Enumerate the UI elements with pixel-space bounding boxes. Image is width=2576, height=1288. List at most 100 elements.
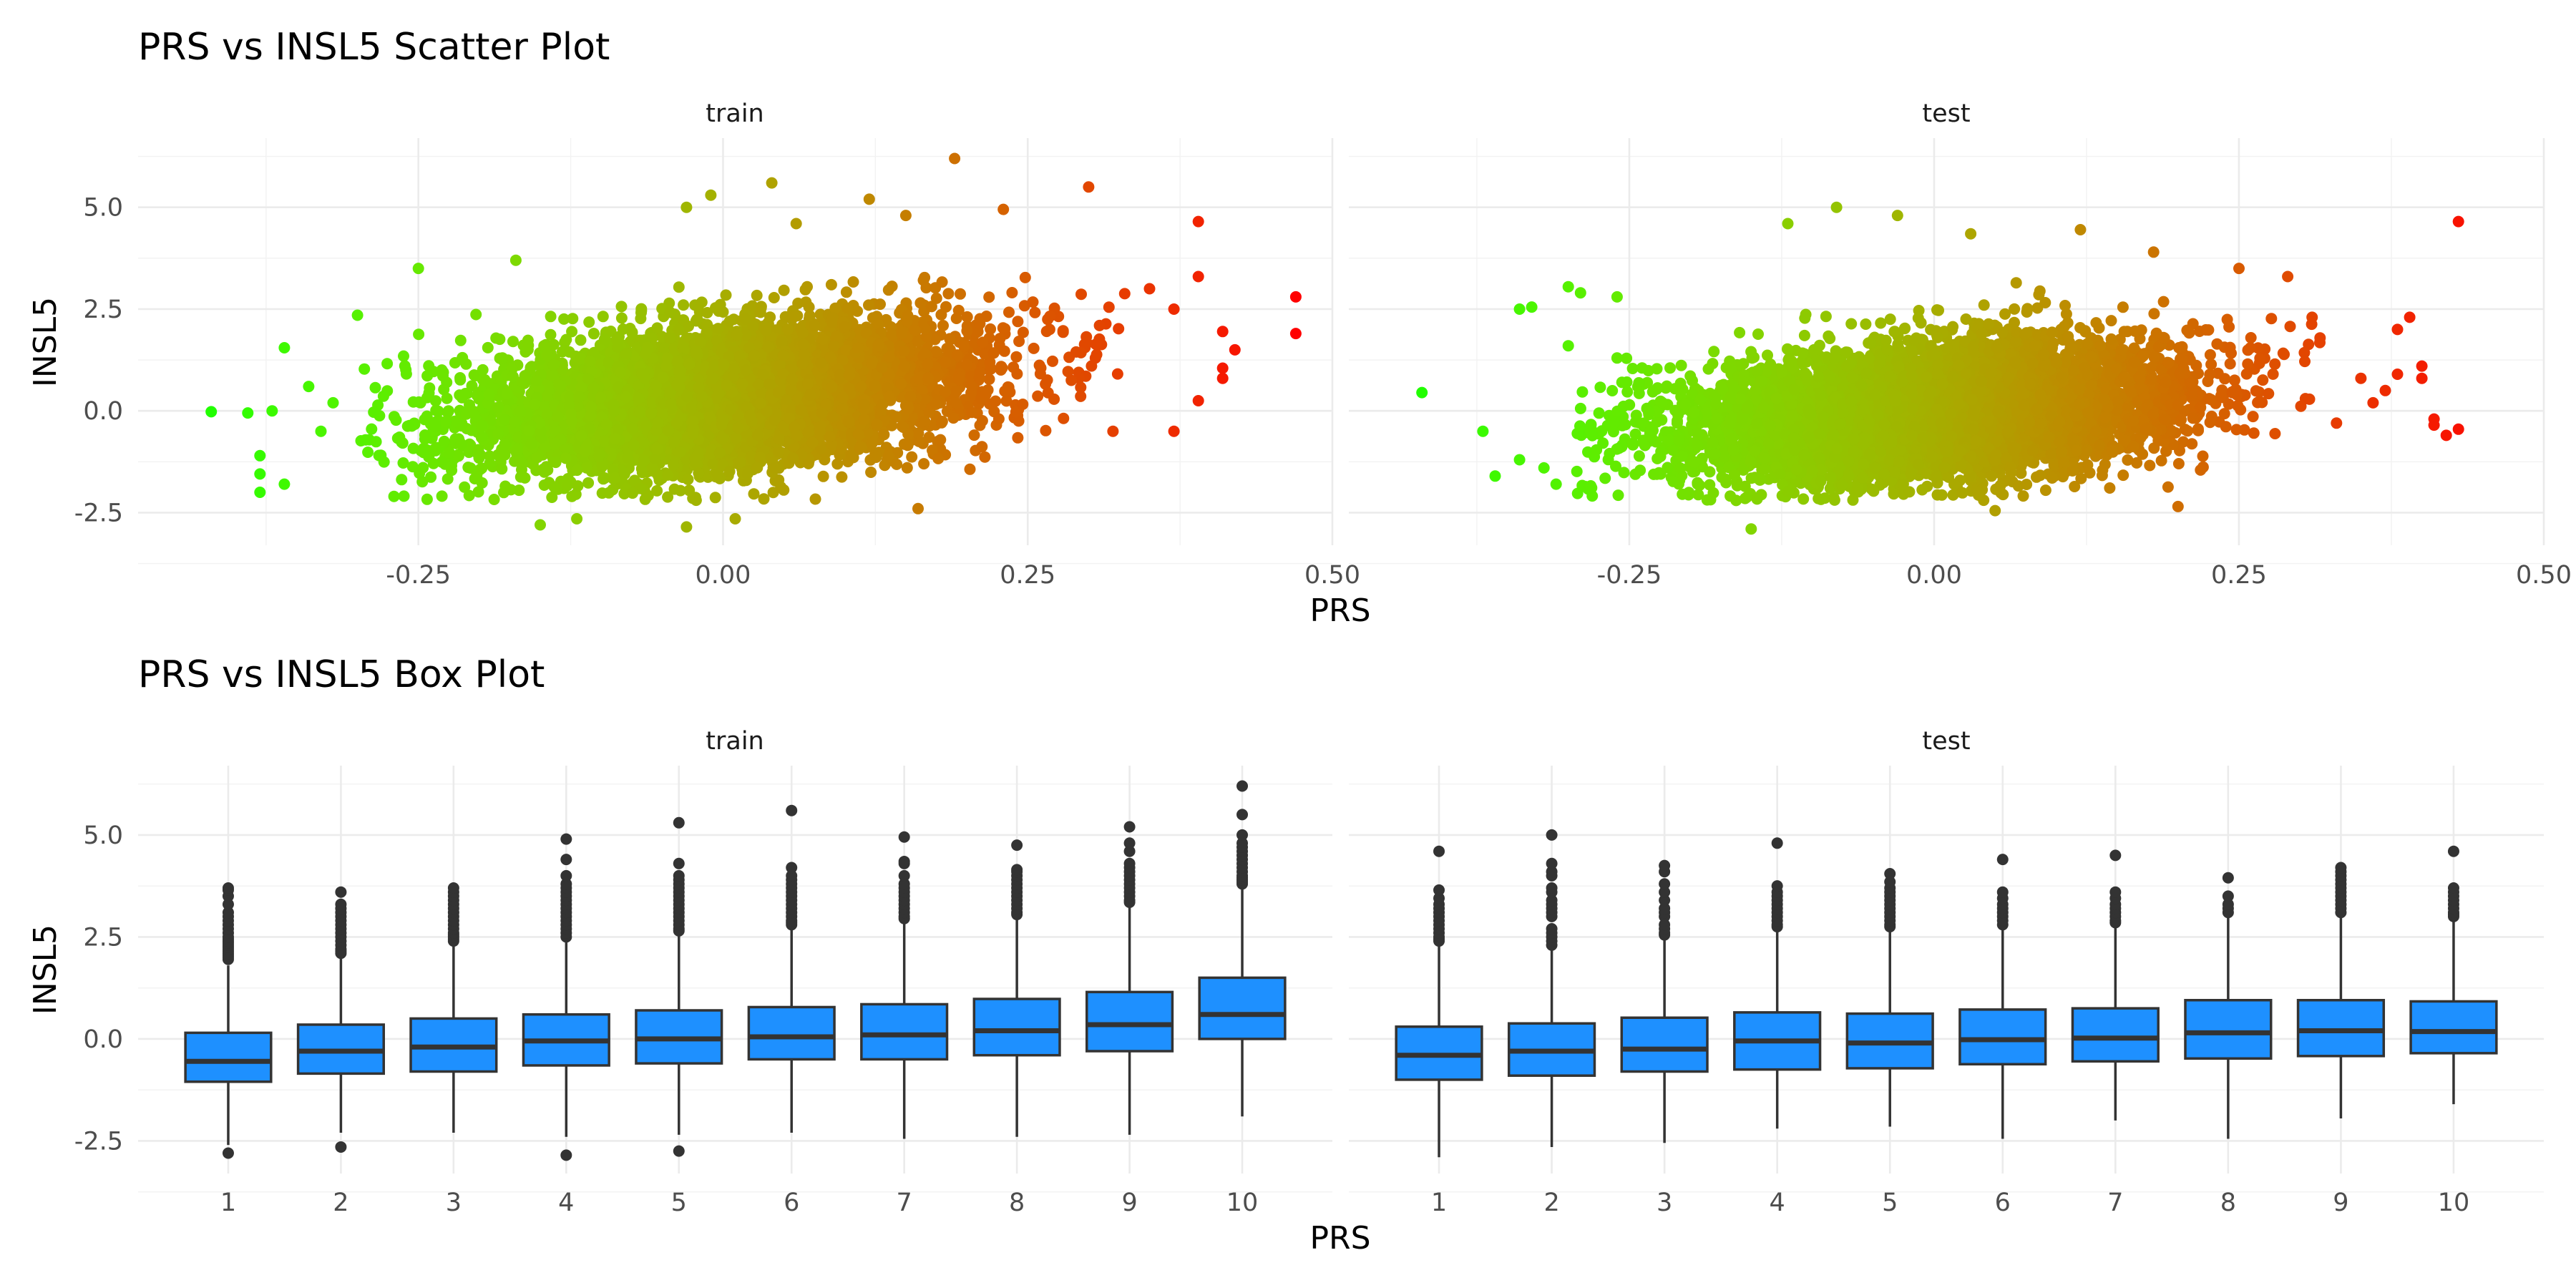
scatter-point [847,276,859,288]
scatter-point [490,332,502,344]
scatter-point [615,312,628,324]
scatter-point [582,477,595,489]
scatter-point [937,320,949,331]
scatter-point [587,328,600,340]
scatter-point [507,336,519,348]
scatter-point [1075,381,1087,394]
scatter-point [1044,311,1056,322]
scatter-strip-test: test [1922,99,1970,128]
scatter-point [531,452,543,464]
scatter-point [1006,287,1018,298]
scatter-point [436,490,448,502]
scatter-point [976,415,988,426]
scatter-title: PRS vs INSL5 Scatter Plot [138,26,610,69]
scatter-point [423,360,435,372]
scatter-point [906,451,918,463]
scatter-point [683,484,696,497]
scatter-point [1029,306,1041,318]
scatter-point [768,292,780,303]
scatter-point [979,451,991,463]
scatter-panel-train: -0.25 0.00 0.25 0.50-2.50.02.55.0 [74,138,1360,590]
scatter-point [488,494,500,505]
scatter-point [1057,325,1069,337]
scatter-point [831,458,844,470]
scatter-point [470,308,482,321]
scatter-point [712,323,724,335]
scatter-point [803,301,815,313]
scatter-point [1075,346,1087,358]
scatter-point [690,494,702,507]
scatter-point [1010,351,1023,363]
scatter-point [370,436,382,448]
scatter-point [863,299,874,311]
scatter-point [1000,395,1013,407]
scatter-point [1065,374,1078,386]
scatter-point [397,457,409,469]
scatter-point [961,311,973,323]
scatter-point [417,462,429,474]
scatter-point [840,286,852,298]
scatter-point [390,414,402,426]
scatter-point [940,301,952,313]
scatter-point [748,488,760,500]
scatter-point [1075,288,1087,301]
scatter-point [421,370,434,382]
scatter-point [1019,271,1031,283]
scatter-point [407,442,419,454]
scatter-point [514,471,527,483]
scatter-point [377,390,389,402]
scatter-point [983,374,995,385]
scatter-point [396,474,408,486]
scatter-point [522,339,535,351]
scatter-point [517,457,529,469]
scatter-point [597,473,610,485]
scatter-point [378,456,390,468]
scatter-point [615,301,628,313]
scatter-point [1093,319,1106,331]
scatter-point [1047,355,1058,367]
scatter-point [964,463,976,475]
scatter-point [836,471,848,483]
scatter-point [1040,326,1053,338]
scatter-point [1028,342,1040,354]
scatter-point [751,289,763,301]
scatter-point [980,311,992,322]
scatter-point [758,493,770,505]
scatter-point [398,490,410,502]
scatter-point [362,447,374,458]
scatter-point [545,311,557,323]
scatter-point [1012,431,1024,444]
scatter-point [400,364,412,376]
scatter-point [1075,390,1087,402]
scatter-point [437,370,449,382]
scatter-point [597,311,609,323]
scatter-point [418,447,429,459]
scatter-point [947,412,960,424]
scatter-point [580,462,592,474]
scatter-point [438,435,450,447]
scatter-point [720,289,732,301]
scatter-point [678,299,690,311]
scatter-point [707,458,719,470]
scatter-point [1012,316,1024,328]
scatter-point [717,306,729,318]
scatter-point [421,493,433,505]
scatter-point [358,363,371,375]
scatter-point [901,462,913,474]
scatter-point [983,291,995,303]
scatter-point [605,326,617,337]
scatter-point [1048,393,1060,405]
scatter-point [817,470,829,482]
scatter-point [1085,360,1098,372]
scatter-point [882,284,894,296]
scatter-point [985,363,997,375]
scatter-point [809,493,821,505]
scatter-point [1091,348,1103,361]
scatter-point [545,328,557,341]
scatter-point [456,391,468,404]
scatter-point [463,489,475,502]
scatter-point [789,311,801,323]
scatter-point [575,334,587,346]
